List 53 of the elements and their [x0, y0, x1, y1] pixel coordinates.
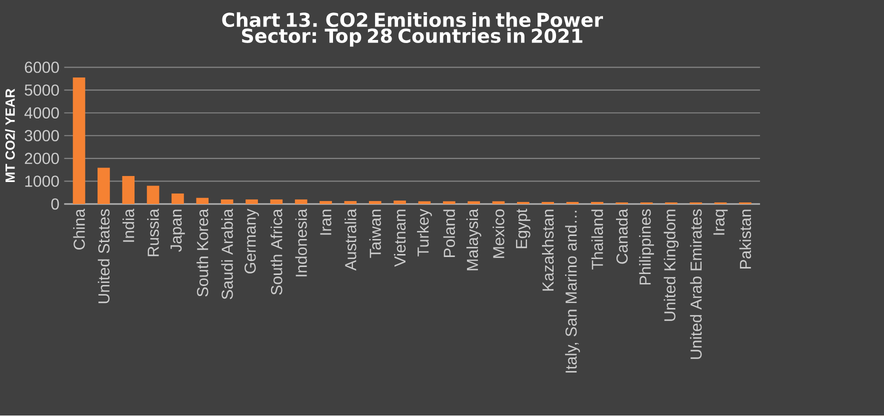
bar: [146, 186, 160, 204]
bar: [196, 198, 209, 204]
x-tick-label: Thailand: [591, 210, 604, 270]
bar: [368, 201, 382, 204]
bar: [468, 201, 480, 204]
x-tick-label: Australia: [344, 208, 356, 271]
x-tick-label: Germany: [244, 208, 259, 274]
x-tick-label: Mexico: [492, 210, 504, 258]
x-tick-label: Philippines: [639, 210, 654, 285]
bar: [246, 200, 258, 204]
bar: [122, 176, 135, 204]
x-tick-label: Italy, San Marino and…: [565, 211, 580, 373]
x-tick-label: India: [122, 208, 134, 242]
x-tick-label: South Korea: [196, 208, 208, 297]
x-tick-label: Kazakhstan: [542, 210, 554, 291]
x-tick-label: Russia: [147, 208, 159, 256]
x-tick-label: Indonesia: [295, 208, 307, 277]
x-tick-label: Vietnam: [394, 210, 406, 268]
y-tick-label: 2000: [24, 153, 59, 164]
x-tick-label: China: [73, 208, 85, 250]
bar: [294, 200, 308, 204]
bar: [172, 194, 184, 204]
x-tick-label: United Arab Emirates: [690, 210, 702, 360]
x-tick-label: Saudi Arabia: [221, 208, 233, 300]
x-tick-label: Turkey: [417, 208, 432, 257]
x-tick-label: United Kingdom: [664, 210, 679, 322]
bar: [98, 168, 110, 204]
x-tick-label: Taiwan: [369, 210, 381, 258]
x-tick-label: Poland: [443, 210, 455, 258]
bar: [270, 200, 283, 204]
x-tick-label: Canada: [616, 208, 628, 264]
y-tick-label: 6000: [24, 62, 59, 74]
x-tick-label: Japan: [170, 210, 185, 252]
chart-title: Chart 13. CO2 Emitions in the Power Sector: Top 28 Countries in 2021: [222, 12, 603, 47]
x-tick-label: Iran: [320, 210, 332, 235]
bar: [394, 200, 406, 204]
x-tick-label: United States: [98, 210, 110, 304]
bar: [72, 78, 86, 204]
x-tick-label: Egypt: [516, 209, 530, 248]
y-tick-label: 4000: [24, 107, 59, 119]
bar: [320, 201, 332, 204]
y-tick-label: 0: [51, 198, 59, 210]
y-tick-label: 5000: [24, 84, 59, 96]
y-axis-title: MT CO2/ YEAR: [5, 88, 15, 182]
bar: [220, 200, 234, 204]
x-tick-label: South Africa: [270, 208, 282, 295]
x-tick-label: Malaysia: [466, 208, 482, 270]
bar: [344, 201, 357, 204]
bar: [442, 201, 456, 204]
y-tick-label: 3000: [24, 130, 59, 142]
x-tick-label: Pakistan: [739, 210, 752, 269]
x-tick-label: Iraq: [713, 210, 728, 235]
y-tick-label: 1000: [25, 176, 59, 188]
